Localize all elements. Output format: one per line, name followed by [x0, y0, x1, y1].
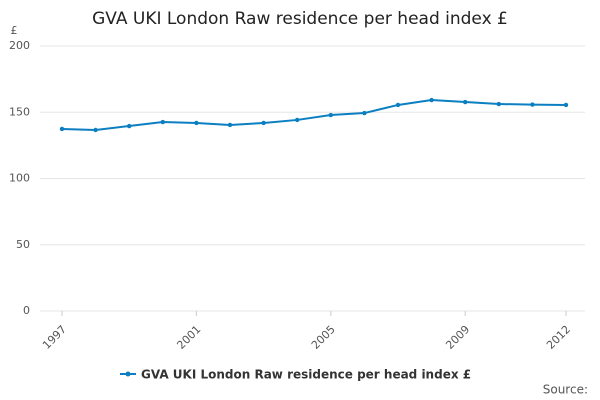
data-point — [93, 127, 98, 133]
y-tick-label: 50 — [16, 238, 30, 251]
data-point — [563, 102, 569, 108]
data-point — [295, 117, 300, 123]
data-point — [261, 120, 266, 126]
data-point — [362, 110, 367, 116]
data-point — [127, 123, 132, 129]
data-point — [160, 119, 165, 125]
y-axis-label: £ — [11, 24, 18, 37]
data-point — [328, 112, 333, 118]
legend-label: GVA UKI London Raw residence per head in… — [141, 368, 471, 382]
data-point — [194, 120, 199, 126]
data-point — [530, 102, 535, 107]
data-point — [496, 101, 501, 107]
legend-swatch-dot — [125, 371, 131, 377]
x-tick-label: 2001 — [174, 323, 203, 352]
data-point — [395, 102, 401, 108]
y-tick-label: 150 — [9, 105, 30, 118]
y-tick-label: 0 — [23, 304, 30, 317]
x-tick-label: 1997 — [40, 323, 69, 352]
series-line — [61, 99, 567, 132]
data-point — [463, 99, 468, 105]
data-point — [227, 122, 233, 128]
data-point — [429, 97, 434, 103]
x-tick-label: 2009 — [443, 323, 472, 352]
data-point — [59, 126, 65, 132]
chart-title: GVA UKI London Raw residence per head in… — [92, 9, 508, 29]
source: Source: — [543, 383, 588, 397]
y-tick-label: 100 — [9, 172, 30, 185]
x-tick-label: 2012 — [544, 323, 573, 352]
x-tick-label: 2005 — [309, 323, 338, 352]
y-tick-label: 200 — [9, 39, 30, 52]
